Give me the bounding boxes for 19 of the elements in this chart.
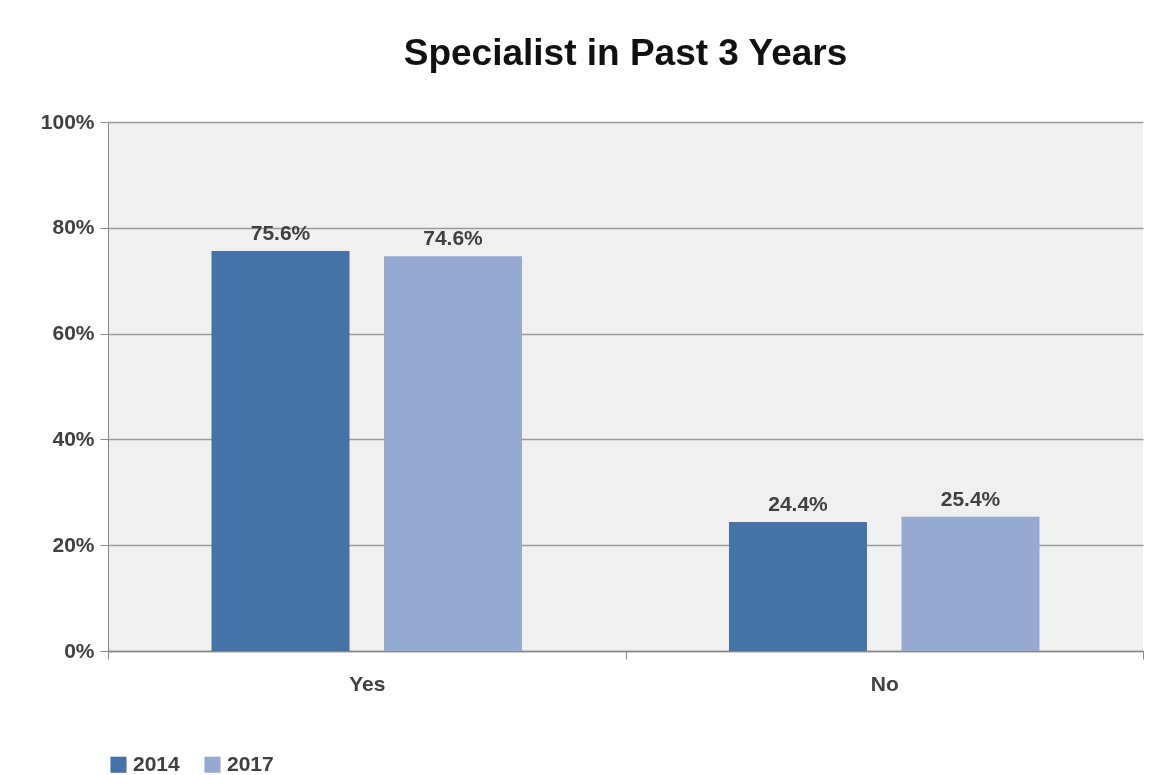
chart-title: Specialist in Past 3 Years <box>403 32 848 73</box>
y-tick-label: 20% <box>52 532 95 556</box>
y-tick-label: 80% <box>52 215 95 239</box>
x-tick-label: No <box>870 671 899 695</box>
data-label: 75.6% <box>250 221 311 245</box>
data-label: 74.6% <box>423 226 484 250</box>
y-tick-label: 60% <box>52 321 95 345</box>
data-label: 25.4% <box>940 486 1001 510</box>
y-tick-label: 0% <box>64 638 95 662</box>
x-tick-label: Yes <box>349 671 386 695</box>
legend-label: 2014 <box>133 751 181 775</box>
bar <box>729 521 867 651</box>
bar <box>211 251 350 651</box>
legend-label: 2017 <box>227 751 274 775</box>
data-label: 24.4% <box>768 491 829 515</box>
y-tick-label: 40% <box>52 426 95 450</box>
bar <box>901 516 1040 651</box>
bar <box>384 256 522 651</box>
y-tick-label: 100% <box>40 109 95 133</box>
